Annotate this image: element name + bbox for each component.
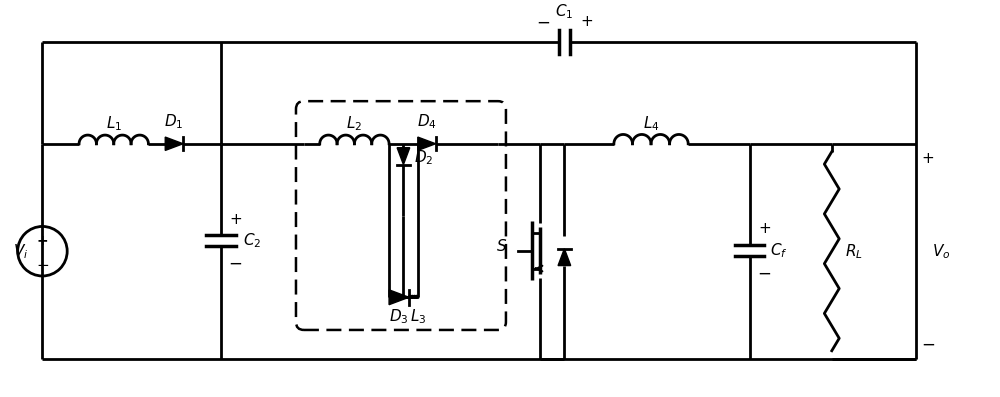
Text: $-$: $-$ — [536, 13, 550, 31]
Text: $C_f$: $C_f$ — [770, 241, 788, 260]
Text: $L_3$: $L_3$ — [410, 308, 426, 326]
Text: $S$: $S$ — [496, 238, 508, 254]
Polygon shape — [165, 137, 183, 150]
Text: $+$: $+$ — [758, 222, 771, 237]
Text: $-$: $-$ — [921, 335, 935, 353]
Text: $+$: $+$ — [229, 212, 242, 227]
Text: $+$: $+$ — [921, 151, 934, 166]
Polygon shape — [418, 137, 436, 150]
Text: $L_4$: $L_4$ — [643, 115, 659, 133]
Text: +: + — [37, 234, 48, 248]
Text: $-$: $-$ — [757, 264, 772, 281]
Text: $+$: $+$ — [580, 14, 593, 29]
Text: $V_o$: $V_o$ — [932, 242, 950, 260]
Text: $-$: $-$ — [36, 256, 49, 271]
Text: $V_i$: $V_i$ — [13, 242, 28, 260]
Polygon shape — [558, 249, 571, 266]
Text: $C_2$: $C_2$ — [243, 231, 262, 250]
Text: $D_3$: $D_3$ — [389, 308, 409, 326]
Text: $R_L$: $R_L$ — [845, 242, 863, 260]
Text: $D_1$: $D_1$ — [164, 113, 184, 131]
Text: $L_2$: $L_2$ — [346, 115, 362, 133]
Text: $C_1$: $C_1$ — [555, 3, 574, 21]
Polygon shape — [397, 148, 410, 164]
Polygon shape — [389, 290, 409, 304]
Text: $L_1$: $L_1$ — [106, 115, 122, 133]
Text: $D_4$: $D_4$ — [417, 113, 437, 131]
Text: $-$: $-$ — [228, 254, 243, 272]
Text: $D_2$: $D_2$ — [414, 148, 433, 167]
